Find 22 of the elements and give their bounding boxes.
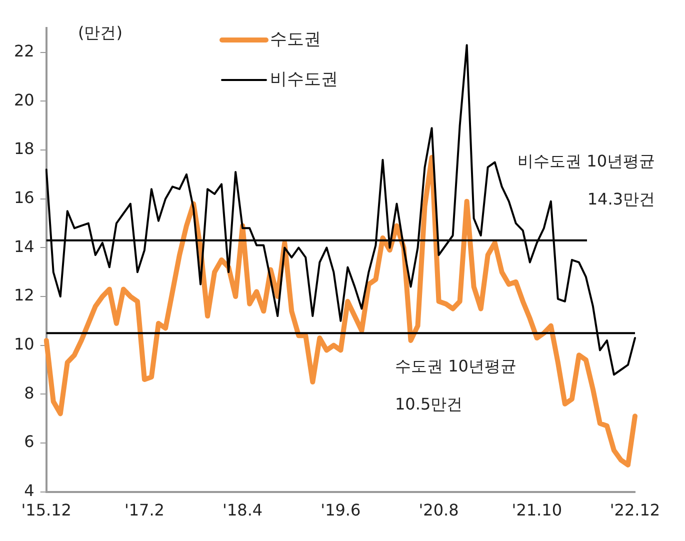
y-tick-label: 10: [14, 334, 34, 354]
y-tick-label: 8: [24, 383, 34, 402]
x-tick-label: '19.6: [320, 500, 361, 520]
legend-label: 수도권: [270, 29, 321, 50]
x-tick-label: '20.8: [418, 500, 459, 520]
x-tick-label: '18.4: [222, 500, 263, 520]
ref-line-label: 수도권 10년평균 10.5만건: [395, 356, 516, 414]
y-tick-label: 16: [14, 188, 34, 208]
ref-line-label: 비수도권 10년평균 14.3만건: [518, 152, 655, 209]
y-tick-label: 22: [14, 42, 34, 61]
y-tick-label: 18: [14, 139, 34, 158]
y-axis-title: (만건): [78, 23, 122, 42]
y-tick-label: 12: [14, 286, 34, 305]
x-tick-label: '17.2: [124, 500, 164, 520]
x-tick-label: '15.12: [21, 500, 72, 520]
x-tick-label: '22.12: [610, 500, 660, 520]
x-tick-label: '21.10: [512, 500, 562, 520]
y-tick-label: 20: [14, 90, 34, 110]
y-tick-label: 14: [14, 236, 34, 256]
legend-label: 비수도권: [270, 69, 338, 90]
y-tick-label: 4: [24, 480, 34, 500]
y-tick-label: 6: [24, 432, 34, 452]
